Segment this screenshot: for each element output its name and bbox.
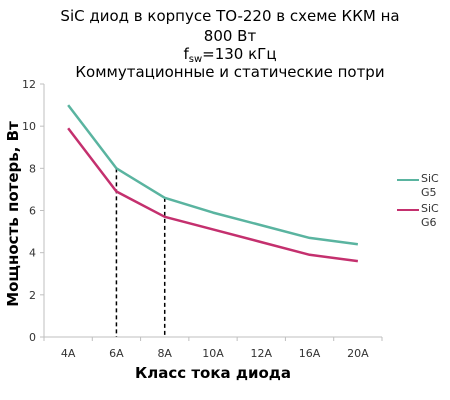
y-tick-label: 4: [29, 247, 36, 260]
x-tick-label: 4A: [61, 347, 76, 360]
x-axis-title: Класс тока диода: [135, 364, 291, 382]
y-tick-label: 10: [22, 120, 36, 133]
series-line-sic-g5: [67, 104, 359, 246]
x-tick-label: 12A: [251, 347, 273, 360]
y-tick-label: 6: [29, 205, 36, 218]
series-line-sic-g6: [67, 127, 359, 263]
y-axis-title: Мощность потерь, Вт: [4, 121, 22, 307]
freq-subscript: sw: [188, 54, 203, 65]
x-tick-label: 16A: [299, 347, 321, 360]
freq-value: =130 кГц: [202, 45, 277, 63]
chart-title-line-1: SiC диод в корпусе TO-220 в схеме ККМ на: [60, 7, 400, 25]
x-tick-label: 10A: [202, 347, 224, 360]
chart-title-frequency: fsw=130 кГц: [40, 44, 420, 70]
chart-subtitle: Коммутационные и статические потри: [75, 63, 385, 81]
y-tick-label: 0: [29, 331, 36, 344]
legend-label: SiC G6: [421, 202, 439, 229]
x-tick-label: 8A: [157, 347, 172, 360]
x-tick-label: 6A: [109, 347, 124, 360]
legend-swatch: [397, 179, 419, 181]
chart-title-line-2: 800 Вт: [203, 27, 257, 45]
y-tick-label: 2: [29, 289, 36, 302]
y-tick-label: 12: [22, 78, 36, 91]
x-tick-label: 20A: [347, 347, 369, 360]
y-tick-label: 8: [29, 162, 36, 175]
legend-swatch: [397, 209, 419, 211]
freq-symbol: f: [183, 45, 189, 63]
legend-label: SiC G5: [421, 172, 439, 199]
